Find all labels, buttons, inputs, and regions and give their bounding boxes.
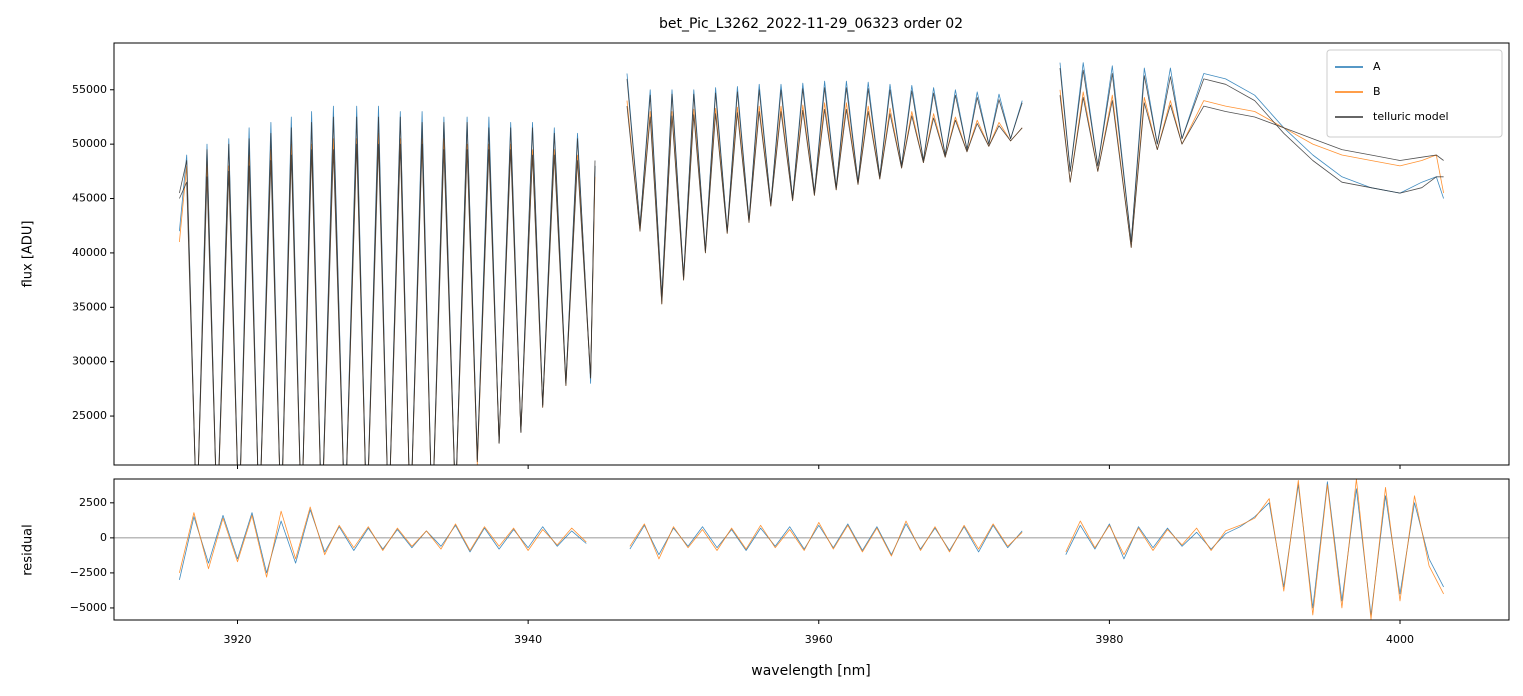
y-tick-label: 45000	[72, 192, 107, 205]
series-line	[179, 479, 1444, 620]
x-tick-label: 4000	[1386, 633, 1414, 646]
axes-frame	[113, 42, 1510, 466]
y-tick-label: 40000	[72, 246, 107, 259]
y-tick-label: 30000	[72, 355, 107, 368]
legend-label: B	[1373, 85, 1381, 98]
chart-title: bet_Pic_L3262_2022-11-29_06323 order 02	[659, 16, 963, 32]
x-tick-label: 3960	[805, 633, 833, 646]
y-tick-label: −2500	[70, 566, 107, 579]
y-tick-label: 2500	[79, 496, 107, 509]
plot-area	[179, 479, 1444, 620]
y-tick-label: 25000	[72, 409, 107, 422]
x-tick-label: 3920	[224, 633, 252, 646]
x-tick-label: 3980	[1095, 633, 1123, 646]
x-axis-label: wavelength [nm]	[751, 663, 870, 679]
x-tick-label: 3940	[514, 633, 542, 646]
y-tick-label: 50000	[72, 137, 107, 150]
y-axis-label: flux [ADU]	[21, 221, 36, 288]
axes-frame	[113, 478, 1510, 621]
y-tick-label: 35000	[72, 300, 107, 313]
y-tick-label: 55000	[72, 83, 107, 96]
legend-label: telluric model	[1373, 110, 1449, 123]
legend-label: A	[1373, 60, 1381, 73]
series-line	[179, 95, 1444, 465]
y-tick-label: −5000	[70, 601, 107, 614]
plot-area	[179, 62, 1444, 465]
y-tick-label: 0	[100, 531, 107, 544]
y-axis-label: residual	[21, 524, 36, 576]
series-line	[179, 481, 1444, 616]
legend-box	[1326, 49, 1503, 138]
